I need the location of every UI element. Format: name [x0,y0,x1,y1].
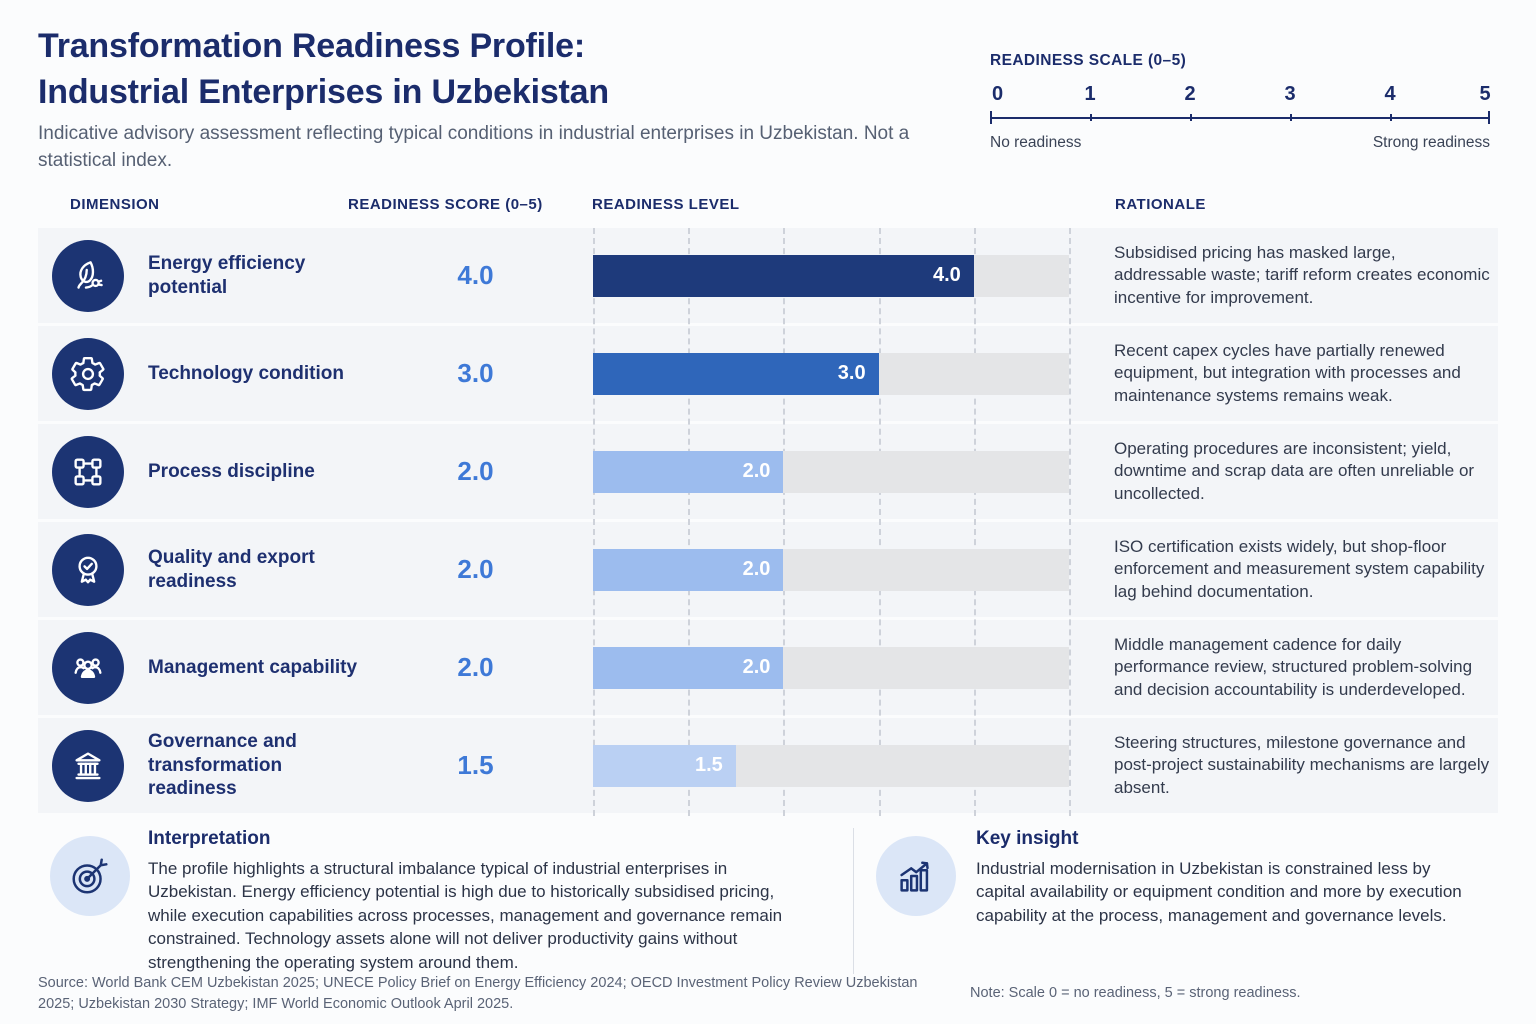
readiness-score: 2.0 [457,554,494,584]
readiness-score: 4.0 [457,260,494,290]
scale-tick-label: 0 [991,83,1004,105]
column-header-rationale: RATIONALE [1115,196,1206,213]
dimension-label: Quality and export readiness [148,546,315,592]
dimension-label: Governance and transformation readiness [148,730,297,800]
dimension-icon-cell [38,239,148,312]
table-row: Process discipline 2.0 2.0 Operating pro… [38,424,1498,519]
readiness-bar-fill: 4.0 [593,254,974,297]
rationale-text: Operating procedures are inconsistent; y… [1114,438,1475,503]
gear-icon [52,337,124,410]
scale-tick-label: 4 [1384,83,1396,105]
bar-value-label: 2.0 [742,656,771,678]
readiness-bar-track: 1.5 [593,744,1069,787]
dimension-icon-cell [38,435,148,508]
rationale-text: ISO certification exists widely, but sho… [1114,536,1485,601]
scale-right-label: Strong readiness [1372,134,1490,151]
interpretation-content: Interpretation The profile highlights a … [148,828,813,974]
readiness-bar-fill: 2.0 [593,450,784,493]
column-header-score: READINESS SCORE (0–5) [348,196,543,213]
scale-numbers: 0 1 2 3 4 5 [990,83,1491,107]
scale-axis-tick [1290,114,1292,121]
rationale-text: Subsidised pricing has masked large, add… [1114,242,1490,307]
page-subtitle: Indicative advisory assessment reflectin… [38,123,910,171]
rationale-text: Middle management cadence for daily perf… [1114,634,1473,699]
readiness-bar-track: 2.0 [593,450,1069,493]
bar-value-label: 4.0 [932,264,961,286]
bar-value-label: 1.5 [694,754,723,776]
scale-axis-tick [990,111,992,124]
scale-axis-tick [1090,114,1092,121]
table-row: Management capability 2.0 2.0 Middle man… [38,620,1498,715]
scale-axis-tick [1390,114,1392,121]
scale-axis-tick [1488,111,1490,124]
key-insight-block: Key insight Industrial modernisation in … [854,828,1498,927]
readiness-score: 2.0 [457,456,494,486]
scale-axis [990,111,1490,125]
scale-title: READINESS SCALE (0–5) [990,52,1187,69]
readiness-bar-fill: 2.0 [593,646,784,689]
target-icon [50,836,130,916]
page-title: Transformation Readiness Profile: Indust… [38,24,609,115]
bank-icon [52,729,124,802]
dimension-label: Energy efficiency potential [148,252,306,298]
rationale-text: Recent capex cycles have partially renew… [1114,340,1461,405]
scale-tick-label: 3 [1284,83,1296,105]
table-row: Technology condition 3.0 3.0 Recent cape… [38,326,1498,421]
table-row: Quality and export readiness 2.0 2.0 ISO… [38,522,1498,617]
scale-tick-label: 5 [1479,83,1491,105]
interpretation-block: Interpretation The profile highlights a … [38,828,853,974]
dimension-icon-cell [38,337,148,410]
bottom-section: Interpretation The profile highlights a … [38,828,1498,975]
bar-value-label: 3.0 [837,362,866,384]
dimension-label: Technology condition [148,362,344,384]
readiness-bar-fill: 1.5 [593,744,736,787]
interpretation-heading: Interpretation [148,828,271,849]
scale-tick-label: 1 [1084,83,1096,105]
readiness-bar-track: 2.0 [593,646,1069,689]
table-row: Energy efficiency potential 4.0 4.0 Subs… [38,228,1498,323]
scale-endpoint-labels: No readiness Strong readiness [990,134,1490,152]
dimension-icon-cell [38,533,148,606]
column-header-dimension: DIMENSION [70,196,160,213]
scale-left-label: No readiness [990,134,1082,151]
medal-icon [52,533,124,606]
readiness-bar-fill: 3.0 [593,352,879,395]
readiness-score: 3.0 [457,358,494,388]
flowchart-icon [52,435,124,508]
source-text: Source: World Bank CEM Uzbekistan 2025; … [38,975,918,1013]
bar-value-label: 2.0 [742,460,771,482]
key-insight-body: Industrial modernisation in Uzbekistan i… [976,859,1462,925]
rationale-text: Steering structures, milestone governanc… [1114,732,1490,797]
dimension-icon-cell [38,729,148,802]
table-row: Governance and transformation readiness … [38,718,1498,813]
table-body: Energy efficiency potential 4.0 4.0 Subs… [38,228,1498,816]
readiness-scale-legend: READINESS SCALE (0–5) 0 1 2 3 4 5 No rea… [990,52,1491,152]
page-title-line1: Transformation Readiness Profile: [38,27,585,65]
dimension-label: Management capability [148,656,358,678]
people-icon [52,631,124,704]
readiness-score: 1.5 [457,750,494,780]
readiness-bar-track: 2.0 [593,548,1069,591]
table-header: DIMENSION READINESS SCORE (0–5) READINES… [38,196,1498,218]
readiness-bar-track: 3.0 [593,352,1069,395]
readiness-score: 2.0 [457,652,494,682]
key-insight-content: Key insight Industrial modernisation in … [976,828,1481,927]
growth-chart-icon [876,836,956,916]
vertical-divider [853,828,854,975]
scale-axis-tick [1190,114,1192,121]
readiness-bar-fill: 2.0 [593,548,784,591]
column-header-level: READINESS LEVEL [592,196,740,213]
scale-tick-label: 2 [1184,83,1196,105]
scale-axis-line [990,117,1490,119]
readiness-bar-track: 4.0 [593,254,1069,297]
page-title-line2: Industrial Enterprises in Uzbekistan [38,72,609,111]
key-insight-heading: Key insight [976,828,1079,849]
bar-value-label: 2.0 [742,558,771,580]
leaf-plug-icon [52,239,124,312]
note-text: Note: Scale 0 = no readiness, 5 = strong… [970,985,1301,1001]
interpretation-body: The profile highlights a structural imba… [148,859,783,972]
dimension-label: Process discipline [148,460,315,482]
dimension-icon-cell [38,631,148,704]
